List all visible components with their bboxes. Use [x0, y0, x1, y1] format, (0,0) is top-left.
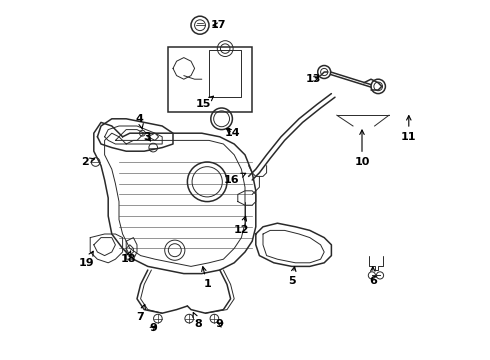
Text: 3: 3	[143, 132, 151, 142]
Bar	[168, 47, 252, 112]
Text: 6: 6	[369, 267, 377, 286]
Text: 2: 2	[81, 157, 95, 167]
Text: 7: 7	[137, 305, 146, 322]
Text: 10: 10	[354, 130, 369, 167]
Text: 12: 12	[234, 216, 249, 235]
Text: 4: 4	[136, 114, 144, 129]
Text: 13: 13	[306, 74, 321, 84]
Text: 9: 9	[216, 319, 224, 329]
Text: 15: 15	[196, 96, 214, 109]
Text: 18: 18	[120, 251, 136, 264]
Text: 16: 16	[224, 173, 245, 185]
Text: 1: 1	[202, 267, 211, 289]
Text: 17: 17	[210, 20, 226, 30]
Text: 14: 14	[224, 128, 240, 138]
Text: 11: 11	[401, 116, 416, 142]
Text: 19: 19	[79, 251, 95, 268]
Text: 9: 9	[149, 323, 157, 333]
Text: 8: 8	[193, 312, 202, 329]
Text: 5: 5	[288, 267, 296, 286]
